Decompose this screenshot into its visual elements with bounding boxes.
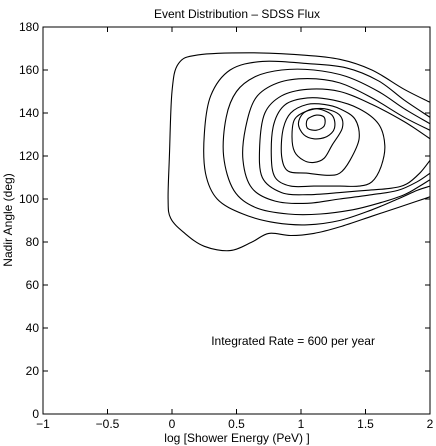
contour-level-7 xyxy=(280,103,360,176)
x-tick-label: 2 xyxy=(427,417,434,431)
x-tick-label: −0.5 xyxy=(96,417,120,431)
contour-lines xyxy=(167,52,430,252)
contour-level-8 xyxy=(291,107,344,164)
y-tick-label: 80 xyxy=(26,235,40,249)
y-axis-label: Nadir Angle (deg) xyxy=(1,173,15,266)
y-axis: 0 20 40 60 80 100 120 140 160 180 xyxy=(19,20,430,421)
x-axis-label: log [Shower Energy (PeV) ] xyxy=(164,431,309,445)
contour-level-6 xyxy=(270,97,386,188)
y-tick-label: 20 xyxy=(26,364,40,378)
contour-level-5 xyxy=(258,88,430,196)
contour-level-4 xyxy=(242,78,430,205)
chart-title: Event Distribution – SDSS Flux xyxy=(154,7,320,21)
y-tick-label: 160 xyxy=(19,63,39,77)
x-tick-label: 0.5 xyxy=(228,417,245,431)
contour-level-3 xyxy=(222,68,430,216)
contour-level-1 xyxy=(167,52,430,252)
plot-frame xyxy=(42,26,431,415)
y-tick-label: 100 xyxy=(19,192,39,206)
y-tick-label: 40 xyxy=(26,321,40,335)
x-tick-label: −1 xyxy=(36,417,50,431)
y-tick-label: 120 xyxy=(19,149,39,163)
contour-level-10 xyxy=(305,114,326,131)
x-tick-label: 1 xyxy=(298,417,305,431)
x-tick-label: 1.5 xyxy=(357,417,374,431)
contour-level-9 xyxy=(297,108,336,140)
y-tick-label: 0 xyxy=(32,407,39,421)
x-tick-label: 0 xyxy=(169,417,176,431)
x-axis: −1 −0.5 0 0.5 1 1.5 2 xyxy=(36,27,434,431)
integrated-rate-annotation: Integrated Rate = 600 per year xyxy=(211,334,375,348)
y-tick-label: 140 xyxy=(19,106,39,120)
contour-level-2 xyxy=(203,60,430,226)
y-tick-label: 60 xyxy=(26,278,40,292)
y-tick-label: 180 xyxy=(19,20,39,34)
